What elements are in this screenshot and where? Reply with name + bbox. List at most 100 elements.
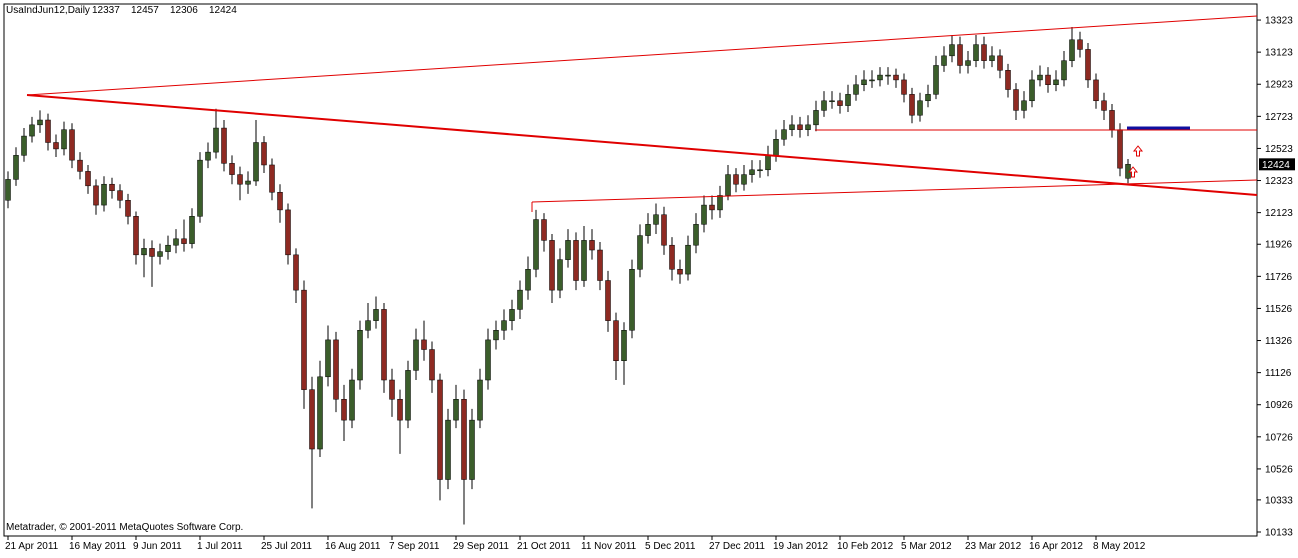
candle-body <box>277 191 283 211</box>
candle-body <box>1029 79 1035 102</box>
footer: Metatrader, © 2001-2011 MetaQuotes Softw… <box>6 522 243 533</box>
x-tick-label: 23 Mar 2012 <box>965 541 1022 552</box>
candle-body <box>141 248 147 256</box>
candle-body <box>365 320 371 331</box>
candle-body <box>93 185 99 206</box>
candle-body <box>821 100 827 111</box>
candle-body <box>109 183 115 191</box>
x-tick-label: 16 Aug 2011 <box>325 541 381 552</box>
candle-body <box>541 219 547 241</box>
x-tick-label: 25 Jul 2011 <box>261 541 312 552</box>
candle-body <box>445 419 451 480</box>
candle-body <box>501 320 507 331</box>
x-tick-label: 1 Jul 2011 <box>197 541 243 552</box>
candle-body <box>205 151 211 161</box>
candle-body <box>765 155 771 171</box>
trend-line <box>531 179 1258 203</box>
candle-body <box>1021 100 1027 111</box>
price-tag-label: 12424 <box>1262 160 1290 171</box>
candle-body <box>165 244 171 252</box>
candle-body <box>797 124 803 130</box>
drawings <box>26 15 1258 212</box>
x-tick-label: 8 May 2012 <box>1093 541 1146 552</box>
y-tick-label: 11726 <box>1265 272 1293 283</box>
candle-body <box>581 240 587 281</box>
plot-frame <box>3 3 1258 537</box>
candle-body <box>749 169 755 175</box>
candle-body <box>237 174 243 185</box>
candle-body <box>269 164 275 193</box>
price-tag <box>1259 158 1295 171</box>
candle-body <box>221 127 227 164</box>
candle-body <box>397 399 403 421</box>
candle-body <box>117 190 123 201</box>
candle-body <box>101 183 107 206</box>
candle-body <box>901 79 907 95</box>
candle-body <box>453 399 459 421</box>
candle-body <box>973 44 979 61</box>
candle-body <box>1037 74 1043 81</box>
candle-body <box>53 142 59 150</box>
y-tick-label: 12723 <box>1265 112 1293 123</box>
candle-body <box>869 79 875 82</box>
y-tick-label: 12123 <box>1265 208 1293 219</box>
candle-body <box>333 339 339 400</box>
x-tick-label: 19 Jan 2012 <box>773 541 828 552</box>
candle-body <box>29 124 35 137</box>
candle-body <box>709 204 715 211</box>
candle-body <box>733 174 739 185</box>
candle-body <box>645 224 651 236</box>
candle-body <box>813 110 819 126</box>
candle-body <box>725 174 731 196</box>
candle-body <box>933 65 939 95</box>
x-tick-label: 5 Dec 2011 <box>645 541 696 552</box>
trend-line <box>26 15 1258 96</box>
candle-body <box>13 155 19 180</box>
candle-body <box>1005 70 1011 90</box>
candle-body <box>421 339 427 350</box>
candle-body <box>757 169 763 172</box>
candle-body <box>669 244 675 270</box>
candle-body <box>37 119 43 126</box>
candle-body <box>621 330 627 362</box>
candle-body <box>5 179 11 201</box>
candle-body <box>661 214 667 246</box>
candle-body <box>1093 79 1099 102</box>
candle-body <box>1085 49 1091 81</box>
candle-body <box>245 180 251 185</box>
header-close: 12424 <box>209 5 237 16</box>
candle-body <box>357 330 363 381</box>
y-tick-label: 11926 <box>1265 240 1293 251</box>
x-tick-label: 7 Sep 2011 <box>389 541 440 552</box>
x-tick-label: 29 Sep 2011 <box>453 541 509 552</box>
candle-body <box>485 339 491 381</box>
candle-body <box>557 259 563 291</box>
candle-body <box>829 100 835 103</box>
y-tick-label: 10726 <box>1265 432 1293 443</box>
candle-body <box>493 330 499 341</box>
candle-body <box>509 309 515 321</box>
candle-body <box>189 216 195 244</box>
chart-title: UsaIndJun12,Daily <box>6 5 90 16</box>
y-tick-label: 11526 <box>1265 304 1293 315</box>
candle-body <box>149 248 155 257</box>
x-tick-label: 16 May 2011 <box>69 541 127 552</box>
candle-body <box>685 244 691 275</box>
candle-body <box>741 174 747 185</box>
candle-body <box>173 238 179 246</box>
candle-body <box>133 216 139 256</box>
candle-body <box>77 159 83 172</box>
candle-body <box>637 235 643 270</box>
candle-body <box>941 55 947 66</box>
y-tick-label: 10526 <box>1265 464 1293 475</box>
candle-body <box>605 280 611 321</box>
trend-line <box>26 94 1258 196</box>
candle-body <box>69 129 75 161</box>
candle-body <box>309 389 315 450</box>
candle-body <box>1013 89 1019 111</box>
candles <box>5 26 1131 525</box>
y-tick-label: 11126 <box>1265 368 1292 379</box>
